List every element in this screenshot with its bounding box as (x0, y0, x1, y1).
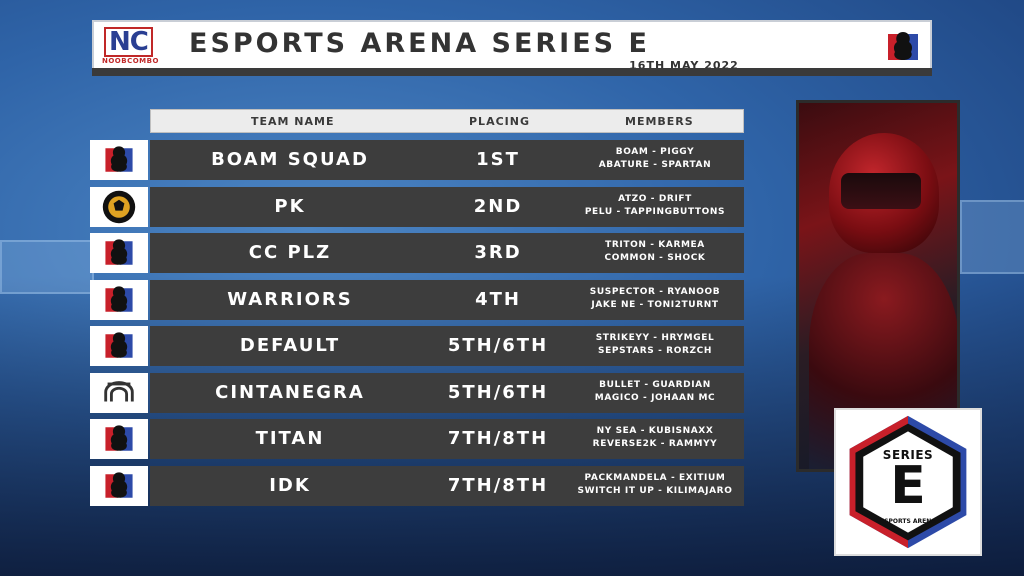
members-line1: TRITON - KARMEA (605, 240, 705, 250)
series-letter: E (890, 456, 926, 516)
team-members: STRIKEYY - HRYMGEL SEPSTARS - RORZCH (566, 332, 744, 358)
members-line1: PACKMANDELA - EXITIUM (584, 472, 726, 483)
table-row: TITAN 7TH/8TH NY SEA - KUBISNAXX REVERSE2K … (90, 419, 744, 459)
team-logo-eag-icon (90, 326, 148, 366)
members-line2: SWITCH IT UP - KILIMAJARO (577, 485, 733, 496)
team-placing: 4TH (475, 288, 521, 310)
column-members: MEMBERS (625, 115, 694, 128)
members-line1: BULLET - GUARDIAN (599, 379, 711, 390)
team-name: BOAM SQUAD (211, 149, 369, 170)
table-row: WARRIORS 4TH SUSPECTOR - RYANOOB JAKE NE - … (90, 279, 744, 320)
table-row: DEFAULT 5TH/6TH STRIKEYY - HRYMGEL SEPSTARS… (90, 326, 744, 366)
team-placing: 5TH/6TH (447, 335, 549, 356)
team-name: PK (274, 195, 306, 217)
team-logo-eag-icon (90, 233, 148, 273)
team-name: DEFAULT (239, 335, 341, 356)
logo-text: NC (104, 27, 153, 57)
row-body: CINTANEGRA 5TH/6TH BULLET - GUARDIAN MAGICO… (150, 372, 744, 413)
table-row: CINTANEGRA 5TH/6TH BULLET - GUARDIAN MAGICO… (90, 372, 744, 413)
members-line2: JAKE NE - TONI2TURNT (591, 299, 719, 310)
header-banner: NC NOOBCOMBO ESPORTS ARENA SERIES E 16TH… (92, 20, 932, 74)
eag-icon (884, 30, 922, 64)
team-placing: 5TH/6TH (447, 381, 549, 403)
team-placing: 7TH/8TH (447, 474, 549, 496)
series-footer: ESPORTS ARENA (880, 518, 936, 525)
background-screen (0, 240, 94, 294)
team-logo-eag-icon (90, 279, 148, 320)
members-line2: ABATURE - SPARTAN (598, 160, 712, 170)
team-name: CINTANEGRA (215, 381, 365, 403)
series-label: SERIES (882, 448, 934, 462)
members-line2: COMMON - SHOCK (604, 253, 706, 263)
row-body: IDK 7TH/8TH PACKMANDELA - EXITIUM SWITCH IT… (150, 465, 744, 506)
team-logo-eag-icon (90, 140, 148, 180)
page-title: ESPORTS ARENA SERIES E (189, 28, 650, 59)
team-members: BULLET - GUARDIAN MAGICO - JOHAAN MC (566, 379, 744, 405)
row-body: TITAN 7TH/8TH NY SEA - KUBISNAXX REVERSE2K … (150, 419, 744, 459)
members-line2: MAGICO - JOHAAN MC (594, 392, 716, 403)
header-underline (92, 68, 932, 76)
series-e-logo: SERIES E ESPORTS ARENA (834, 408, 982, 556)
team-members: NY SEA - KUBISNAXX REVERSE2K - RAMMYY (566, 425, 744, 451)
column-placing: PLACING (469, 115, 530, 128)
table-row: PK 2ND ATZO - DRIFT PELU - TAPPINGBUTTONS (90, 186, 744, 227)
column-team-name: TEAM NAME (251, 115, 335, 128)
team-name: WARRIORS (227, 288, 353, 310)
team-members: SUSPECTOR - RYANOOB JAKE NE - TONI2TURNT (566, 286, 744, 312)
team-members: PACKMANDELA - EXITIUM SWITCH IT UP - KILI… (566, 472, 744, 498)
table-row: IDK 7TH/8TH PACKMANDELA - EXITIUM SWITCH IT… (90, 465, 744, 506)
members-line1: STRIKEYY - HRYMGEL (595, 333, 715, 343)
team-logo-pk-icon (90, 186, 148, 227)
members-line1: NY SEA - KUBISNAXX (596, 426, 714, 436)
table-header: TEAM NAME PLACING MEMBERS (150, 109, 744, 133)
members-line2: SEPSTARS - RORZCH (598, 346, 712, 356)
row-body: DEFAULT 5TH/6TH STRIKEYY - HRYMGEL SEPSTARS… (150, 326, 744, 366)
team-members: TRITON - KARMEA COMMON - SHOCK (566, 239, 744, 265)
table-row: CC PLZ 3RD TRITON - KARMEA COMMON - SHOCK (90, 233, 744, 273)
team-placing: 2ND (473, 195, 523, 217)
members-line1: SUSPECTOR - RYANOOB (589, 286, 721, 297)
team-placing: 3RD (474, 242, 522, 263)
row-body: CC PLZ 3RD TRITON - KARMEA COMMON - SHOCK (150, 233, 744, 273)
members-line2: REVERSE2K - RAMMYY (592, 439, 718, 449)
team-logo-cintanegra-icon (90, 372, 148, 413)
team-members: BOAM - PIGGY ABATURE - SPARTAN (566, 146, 744, 172)
logo-subtext: NOOBCOMBO (102, 57, 159, 65)
members-line1: BOAM - PIGGY (615, 147, 695, 157)
team-name: TITAN (255, 428, 325, 449)
background-screen (960, 200, 1024, 274)
noobcombo-logo: NC NOOBCOMBO (100, 27, 162, 67)
members-line1: ATZO - DRIFT (618, 193, 692, 204)
team-name: CC PLZ (248, 242, 332, 263)
table-row: BOAM SQUAD 1ST BOAM - PIGGY ABATURE - SPART… (90, 140, 744, 180)
row-body: WARRIORS 4TH SUSPECTOR - RYANOOB JAKE NE - … (150, 279, 744, 320)
team-logo-eag-icon (90, 419, 148, 459)
team-logo-eag-icon (90, 465, 148, 506)
row-body: BOAM SQUAD 1ST BOAM - PIGGY ABATURE - SPART… (150, 140, 744, 180)
row-body: PK 2ND ATZO - DRIFT PELU - TAPPINGBUTTONS (150, 186, 744, 227)
members-line2: PELU - TAPPINGBUTTONS (584, 206, 726, 217)
team-members: ATZO - DRIFT PELU - TAPPINGBUTTONS (566, 193, 744, 219)
team-name: IDK (269, 474, 311, 496)
team-placing: 7TH/8TH (447, 428, 549, 449)
team-placing: 1ST (476, 149, 520, 170)
